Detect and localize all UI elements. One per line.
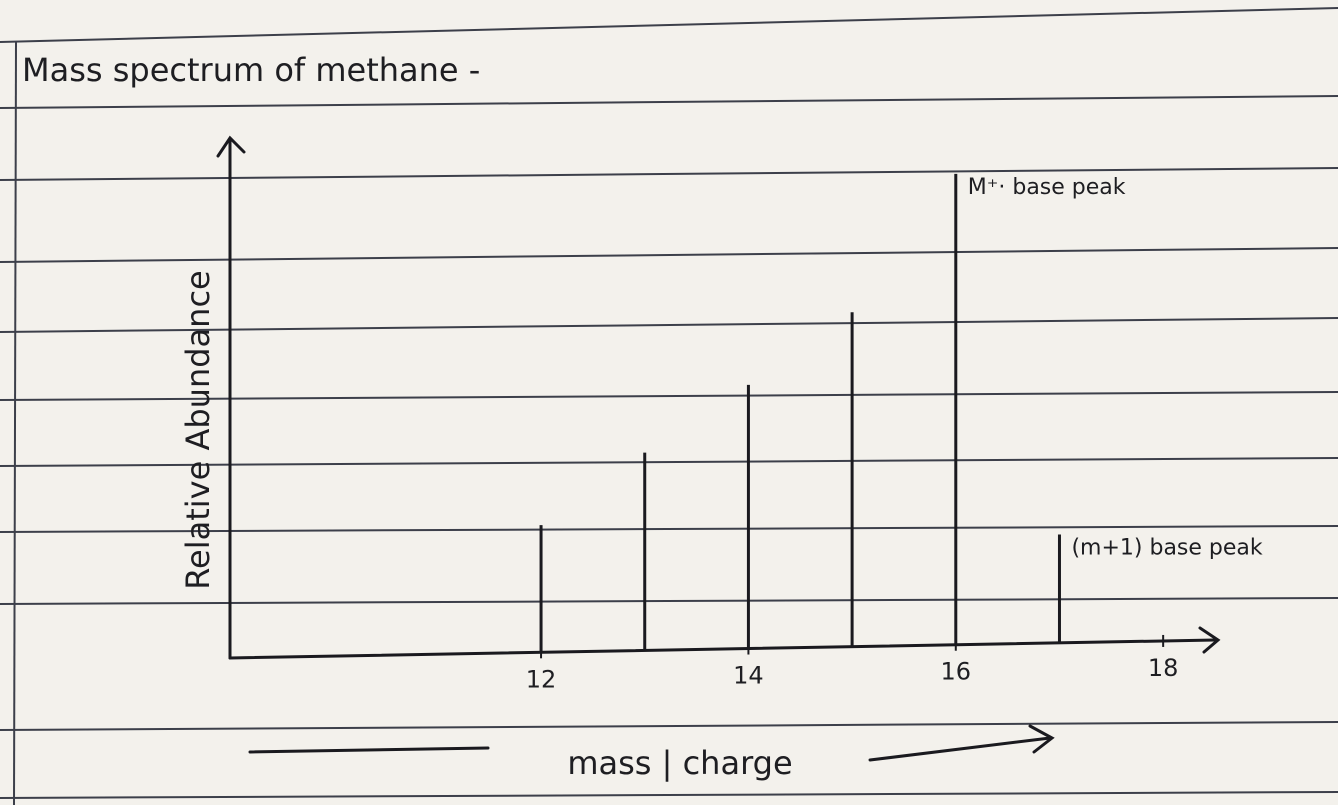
x-axis-label: mass | charge — [567, 744, 792, 782]
chart: Mass spectrum of methane - Relative Abun… — [0, 0, 1338, 805]
y-axis-label: Relative Abundance — [179, 270, 217, 589]
x-tick-label: 12 — [526, 665, 557, 693]
page: {"chart_data": { "type": "bar", "title":… — [0, 0, 1338, 805]
annotation: M⁺· base peak — [968, 175, 1126, 200]
annotation: (m+1) base peak — [1071, 536, 1262, 561]
x-tick-label: 18 — [1148, 654, 1179, 682]
chart-title: Mass spectrum of methane - — [22, 51, 480, 89]
x-tick-label: 16 — [941, 658, 972, 686]
x-tick-label: 14 — [733, 662, 764, 690]
